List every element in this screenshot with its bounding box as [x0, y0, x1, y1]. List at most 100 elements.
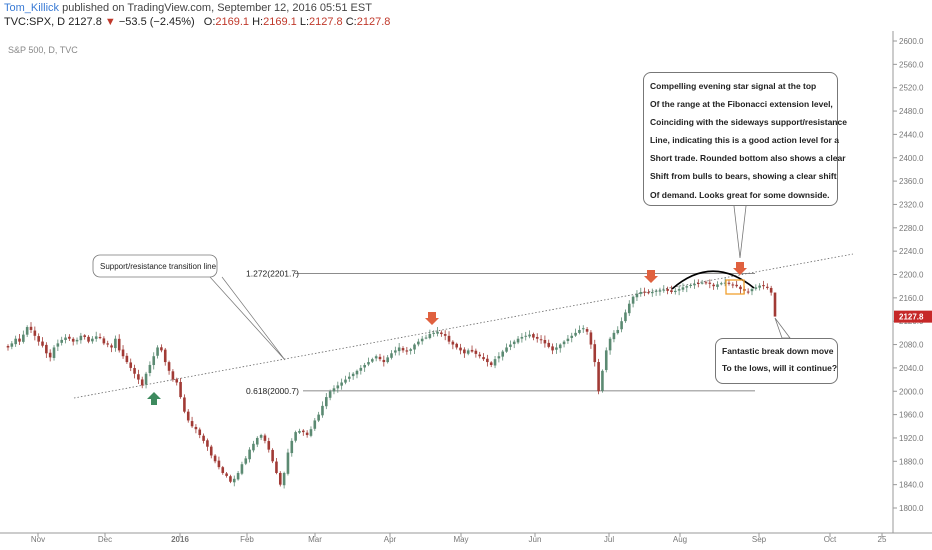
candle-body: [255, 437, 259, 445]
annotation-line: Short trade. Rounded bottom also shows a…: [650, 153, 846, 164]
candle-body: [654, 290, 658, 292]
candle-body: [604, 350, 608, 371]
candle-body: [547, 342, 551, 347]
candle-body: [762, 285, 765, 287]
annotation-line: Of the range at the Fibonacci extension …: [650, 99, 833, 110]
candle-body: [601, 370, 604, 391]
candle-body: [723, 282, 727, 284]
candle-body: [413, 344, 416, 350]
candle-body: [735, 284, 738, 287]
candle-body: [470, 349, 474, 352]
candle-body: [685, 286, 689, 288]
candle-body: [259, 435, 263, 438]
candle-body: [240, 464, 244, 474]
candle-body: [140, 379, 144, 386]
candle-body: [355, 370, 359, 375]
x-tick-label: Jul: [604, 535, 614, 544]
candle-body: [209, 446, 213, 456]
candle-body: [650, 292, 654, 294]
candle-body: [455, 343, 458, 348]
candle-body: [397, 347, 401, 352]
annotation-line: To the lows, will it continue?: [722, 363, 838, 373]
candle-body: [294, 432, 297, 441]
x-tick-label: Feb: [240, 535, 254, 544]
candle-body: [60, 339, 63, 343]
candle-body: [236, 472, 240, 480]
author-link[interactable]: Tom_Killick: [4, 2, 60, 14]
candle-body: [620, 321, 623, 330]
candle-body: [68, 336, 71, 339]
candle-body: [225, 473, 228, 476]
candle-body: [190, 421, 194, 427]
candle-body: [716, 284, 719, 287]
candle-body: [769, 287, 773, 293]
y-tick-label: 2200.0: [899, 271, 924, 280]
candle-body: [56, 343, 60, 347]
candle-body: [436, 331, 439, 334]
candle-body: [673, 290, 677, 293]
candle-body: [144, 373, 148, 385]
x-tick-label: Apr: [384, 535, 397, 544]
candle-body: [317, 414, 320, 421]
candle-body: [156, 347, 159, 356]
candle-body: [451, 341, 455, 345]
candle-body: [647, 292, 650, 294]
fib-levels: 1.272(2201.7) 0.618(2000.7): [246, 269, 755, 396]
candle-body: [643, 291, 646, 293]
y-tick-label: 2280.0: [899, 224, 924, 233]
candle-body: [313, 420, 317, 429]
candle-body: [478, 354, 482, 357]
candle-body: [371, 359, 374, 362]
y-tick-label: 2480.0: [899, 107, 924, 116]
last-price-tag: [894, 310, 932, 323]
candle-body: [183, 397, 186, 412]
candle-body: [179, 381, 182, 398]
candle-body: [585, 329, 589, 332]
y-tick-label: 2560.0: [899, 60, 924, 69]
change-value: −53.5 (−2.45%): [118, 16, 195, 28]
candle-body: [616, 329, 620, 334]
annotation-pointer-top: [733, 205, 747, 259]
candle-body: [386, 357, 389, 363]
y-tick-label: 1880.0: [899, 457, 924, 466]
candle-body: [94, 336, 98, 339]
candle-body: [666, 289, 669, 291]
y-tick-label: 2320.0: [899, 200, 924, 209]
candle-body: [275, 461, 278, 473]
candle-body: [443, 334, 447, 336]
candle-body: [482, 357, 485, 360]
last-price-label: 2127.8: [899, 313, 924, 322]
candle-body: [336, 385, 340, 389]
candle-body: [708, 282, 712, 284]
candles: [6, 278, 777, 489]
candle-body: [474, 350, 478, 354]
candle-body: [267, 441, 271, 450]
candle-body: [232, 478, 236, 483]
candle-body: [125, 355, 129, 363]
x-tick-label: 2016: [171, 535, 189, 544]
x-tick-label: Aug: [673, 535, 687, 544]
candle-body: [593, 344, 597, 363]
down-arrow-icon: [425, 312, 439, 325]
y-axis: 2600.0 2560.0 2520.0 2480.0 2440.0 2400.0 2360…: [893, 37, 932, 513]
y-tick-label: 2240.0: [899, 247, 924, 256]
ohlc-header: TVC:SPX, D 2127.8 ▼ −53.5 (−2.45%) O:216…: [4, 16, 390, 28]
annotation-line: Coinciding with the sideways support/res…: [650, 117, 847, 128]
candle-body: [574, 332, 577, 336]
candle-body: [570, 335, 574, 338]
close-value: 2127.8: [356, 16, 391, 28]
low-value: 2127.8: [309, 16, 343, 28]
candle-body: [524, 335, 528, 337]
y-tick-label: 1800.0: [899, 504, 924, 513]
candle-body: [727, 282, 731, 284]
candle-body: [263, 435, 267, 441]
annotation-line: Line, indicating this is a good action l…: [650, 135, 839, 146]
published-text: published on TradingView.com, September …: [62, 2, 372, 14]
candle-body: [754, 287, 758, 289]
candle-body: [459, 347, 462, 351]
candle-body: [624, 312, 627, 322]
candle-body: [348, 376, 351, 379]
candle-body: [509, 344, 512, 347]
candle-body: [282, 472, 286, 486]
candle-body: [486, 358, 489, 363]
